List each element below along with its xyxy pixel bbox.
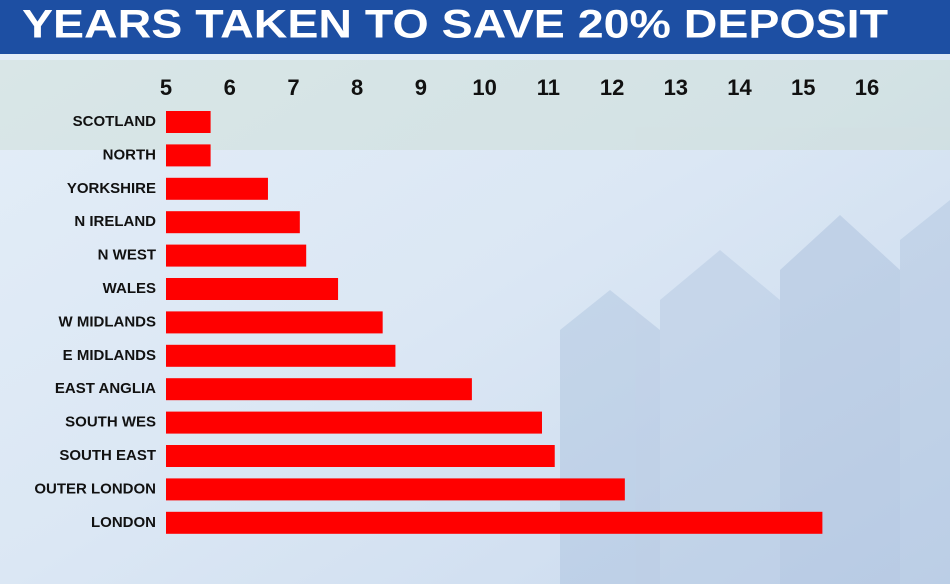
x-tick-label: 14 [727,75,752,100]
chart-title: YEARS TAKEN TO SAVE 20% DEPOSIT [22,3,888,47]
bar [166,344,396,367]
bar [166,478,625,501]
category-label: OUTER LONDON [34,480,156,497]
bar [166,278,339,300]
title-band [0,0,950,54]
x-tick-label: 13 [664,75,688,100]
x-tick-label: 16 [855,75,879,100]
x-tick-label: 9 [415,75,427,100]
bar [166,311,383,334]
x-tick-label: 12 [600,75,624,100]
bar [166,211,300,234]
bar [166,111,211,133]
category-label: YORKSHIRE [67,180,156,197]
category-label: SOUTH EAST [59,447,156,464]
category-label: N IRELAND [74,213,156,230]
category-label: SOUTH WES [65,414,156,431]
bar [166,445,555,467]
x-tick-label: 5 [160,75,172,100]
category-label: SCOTLAND [73,113,156,130]
bar [166,511,823,534]
houses-backdrop [0,60,950,584]
bar [166,244,307,267]
x-tick-label: 11 [537,75,560,100]
bar [166,177,268,200]
category-label: WALES [103,280,156,297]
category-label: LONDON [91,514,156,531]
bar [166,378,472,401]
x-tick-label: 7 [287,75,299,100]
category-label: E MIDLANDS [63,347,156,364]
x-tick-label: 8 [351,75,363,100]
category-label: W MIDLANDS [59,313,157,330]
bar [166,144,211,167]
category-label: NORTH [103,146,156,163]
bar [166,411,542,434]
x-tick-label: 10 [472,75,496,100]
x-tick-label: 15 [791,75,815,100]
category-label: EAST ANGLIA [55,380,156,397]
x-tick-label: 6 [224,75,236,100]
category-label: N WEST [98,247,156,264]
